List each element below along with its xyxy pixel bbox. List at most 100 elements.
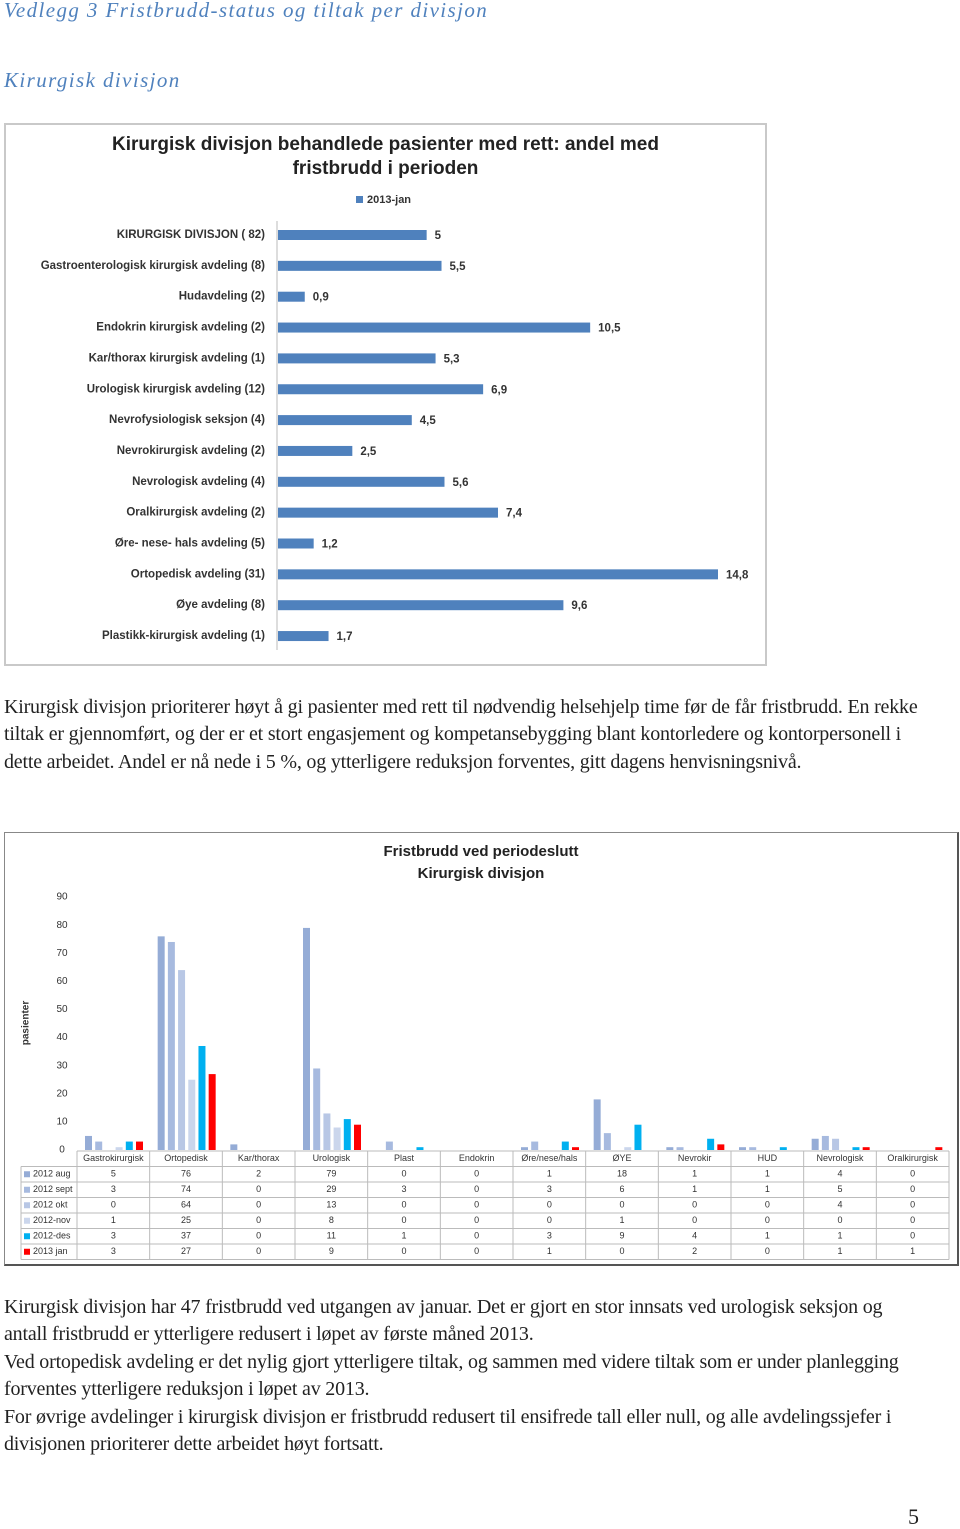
table-value: 3 <box>401 1184 406 1194</box>
y-tick-label: 50 <box>56 1004 68 1015</box>
legend-swatch <box>24 1202 30 1209</box>
table-value: 9 <box>329 1246 334 1256</box>
value-label: 9,6 <box>571 600 587 612</box>
category-label: Ortopedisk avdeling (31) <box>131 568 265 580</box>
legend-label: 2012-des <box>33 1231 71 1241</box>
value-label: 2,5 <box>360 446 377 458</box>
paragraph: Ved ortopedisk avdeling er det nylig gjo… <box>4 1351 899 1401</box>
x-tick-label: Nevrokir <box>678 1153 712 1163</box>
bar <box>862 1147 870 1150</box>
bar <box>136 1141 143 1150</box>
table-value: 76 <box>181 1169 191 1179</box>
legend-swatch <box>24 1186 30 1193</box>
table-value: 4 <box>692 1231 697 1241</box>
table-value: 0 <box>401 1215 406 1225</box>
category-label: Endokrin kirurgisk avdeling (2) <box>96 322 265 334</box>
legend-swatch <box>24 1248 30 1255</box>
bar <box>278 631 329 642</box>
table-value: 5 <box>837 1184 842 1194</box>
bar <box>278 538 314 549</box>
value-label: 4,5 <box>420 415 437 427</box>
table-value: 4 <box>837 1169 842 1179</box>
bar <box>821 1135 829 1150</box>
bar <box>278 476 445 487</box>
chart-title: Fristbrudd ved periodeslutt <box>383 843 579 860</box>
table-value: 0 <box>256 1231 261 1241</box>
y-tick-label: 20 <box>56 1088 68 1099</box>
category-label: Oralkirurgisk avdeling (2) <box>126 507 265 519</box>
table-value: 3 <box>547 1184 552 1194</box>
y-tick-label: 40 <box>56 1032 68 1043</box>
bar <box>707 1138 715 1150</box>
legend-label: 2013 jan <box>33 1246 68 1256</box>
table-value: 3 <box>547 1231 552 1241</box>
value-label: 5,6 <box>452 477 468 489</box>
x-tick-label: Øre/nese/hals <box>521 1153 578 1163</box>
value-label: 5,3 <box>444 353 460 365</box>
table-value: 11 <box>327 1231 336 1241</box>
bar <box>572 1147 579 1150</box>
table-value: 0 <box>474 1246 479 1256</box>
bar <box>717 1144 725 1150</box>
category-label: Urologisk kirurgisk avdeling (12) <box>87 383 265 395</box>
table-value: 0 <box>910 1231 915 1241</box>
y-tick-label: 0 <box>59 1145 65 1156</box>
bar <box>230 1144 238 1150</box>
table-value: 9 <box>619 1231 624 1241</box>
bar <box>416 1147 424 1150</box>
table-value: 0 <box>765 1215 770 1225</box>
bar <box>323 1113 331 1150</box>
table-value: 0 <box>256 1215 261 1225</box>
bar <box>313 1068 321 1150</box>
value-label: 5,5 <box>450 261 467 273</box>
page-number: 5 <box>908 1504 919 1529</box>
y-tick-label: 60 <box>56 976 68 987</box>
table-value: 13 <box>326 1200 336 1210</box>
bar <box>521 1147 528 1150</box>
table-value: 0 <box>619 1200 624 1210</box>
paragraph: Kirurgisk divisjon har 47 fristbrudd ved… <box>4 1296 883 1346</box>
x-tick-label: ØYE <box>612 1153 631 1163</box>
bar <box>666 1147 674 1150</box>
table-value: 3 <box>111 1184 116 1194</box>
chart: 2013-jan KIRURGISK DIVISJON ( 82) 5 Gastroe… <box>41 194 749 651</box>
category-label: Gastroenterologisk kirurgisk avdeling (8… <box>41 260 265 272</box>
table-value: 29 <box>326 1184 336 1194</box>
table-value: 0 <box>692 1215 697 1225</box>
table-value: 2 <box>256 1169 261 1179</box>
table-value: 0 <box>474 1200 479 1210</box>
table-value: 6 <box>619 1184 624 1194</box>
paragraph: For øvrige avdelinger i kirurgisk divisj… <box>4 1406 892 1456</box>
legend-swatch <box>356 196 363 203</box>
table-value: 8 <box>329 1215 334 1225</box>
table-value: 1 <box>547 1169 552 1179</box>
legend-label: 2012 aug <box>33 1169 71 1179</box>
table-value: 0 <box>910 1215 915 1225</box>
table-value: 0 <box>910 1200 915 1210</box>
bar <box>188 1079 196 1150</box>
table-value: 0 <box>474 1169 479 1179</box>
bar <box>811 1138 819 1150</box>
table-value: 1 <box>765 1231 770 1241</box>
y-tick-label: 70 <box>56 948 68 959</box>
category-label: Øye avdeling (8) <box>176 599 265 611</box>
bar <box>634 1124 642 1150</box>
table-value: 0 <box>256 1246 261 1256</box>
table-value: 64 <box>181 1200 191 1210</box>
legend-label: 2012 okt <box>33 1200 68 1210</box>
table-value: 1 <box>765 1184 770 1194</box>
value-label: 10,5 <box>598 323 621 335</box>
y-axis-label: pasienter <box>21 1001 32 1046</box>
table-value: 1 <box>910 1246 915 1256</box>
table-value: 0 <box>256 1184 261 1194</box>
chart: pasienter0102030405060708090Gastrokirurg… <box>20 892 950 1260</box>
table-value: 1 <box>547 1246 552 1256</box>
bar <box>167 941 175 1150</box>
table-value: 37 <box>181 1231 191 1241</box>
table-value: 74 <box>181 1184 191 1194</box>
table-value: 18 <box>617 1169 627 1179</box>
x-tick-label: Gastrokirurgisk <box>83 1153 144 1163</box>
bar <box>935 1147 943 1150</box>
x-tick-label: Endokrin <box>459 1153 495 1163</box>
